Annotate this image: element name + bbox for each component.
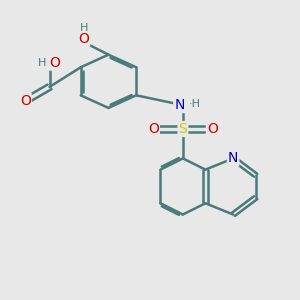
Text: N: N xyxy=(228,152,238,165)
Text: S: S xyxy=(178,122,187,136)
Text: H: H xyxy=(38,58,46,68)
Text: O: O xyxy=(49,56,60,70)
Text: O: O xyxy=(79,32,90,46)
Text: N: N xyxy=(174,98,184,112)
Text: O: O xyxy=(20,94,31,108)
Text: ·H: ·H xyxy=(189,99,201,109)
Text: H: H xyxy=(80,23,88,33)
Text: O: O xyxy=(207,122,218,136)
Text: O: O xyxy=(148,122,159,136)
